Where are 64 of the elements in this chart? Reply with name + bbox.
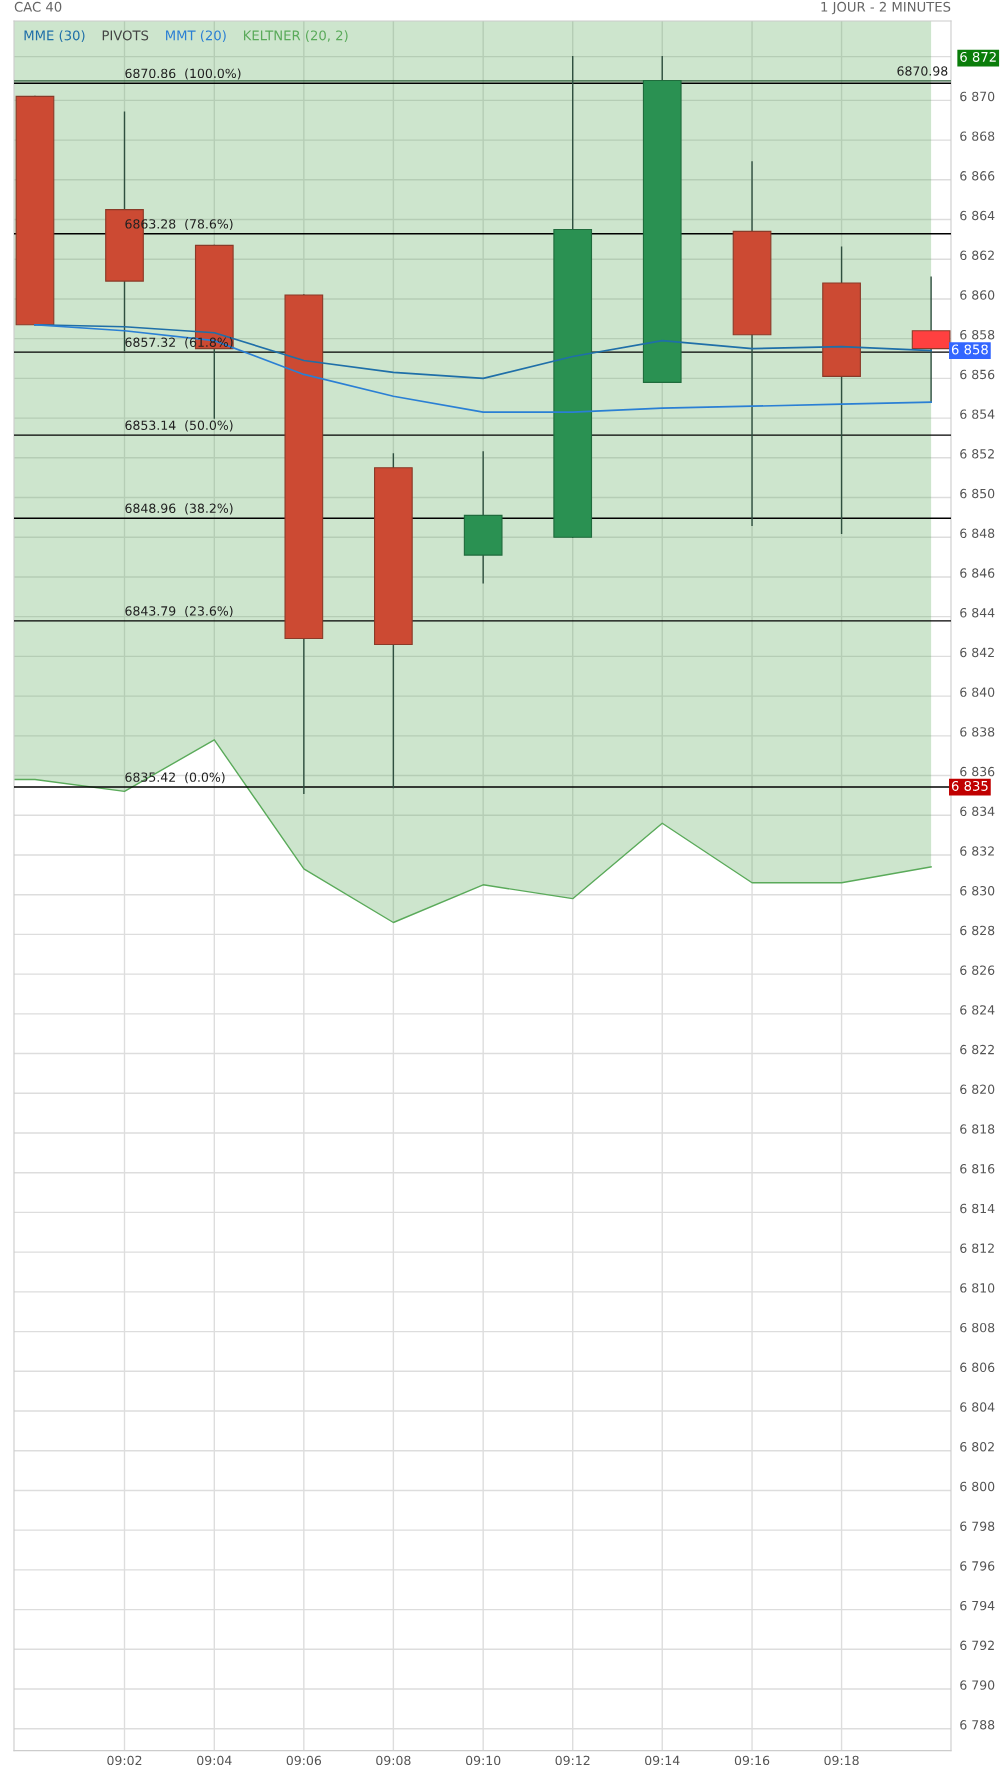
y-tick-label: 6 830 xyxy=(960,886,995,896)
y-tick-label: 6 834 xyxy=(960,806,995,817)
y-tick-label: 6 868 xyxy=(960,131,995,141)
ref-line-label: 6870.98 xyxy=(897,66,948,76)
y-tick-label: 6 800 xyxy=(960,1481,995,1492)
y-tick-label: 6 844 xyxy=(960,607,995,618)
y-tick-label: 6 818 xyxy=(960,1124,995,1134)
x-tick-label: 09:02 xyxy=(107,1755,142,1766)
y-tick-label: 6 816 xyxy=(960,1164,995,1174)
y-tick-label: 6 810 xyxy=(960,1283,995,1293)
y-tick-label: 6 848 xyxy=(960,528,995,539)
y-tick-label: 6 794 xyxy=(960,1600,995,1611)
y-tick-label: 6 852 xyxy=(960,449,994,459)
ref-line-label: 6843.79 (23.6%) xyxy=(125,605,233,618)
ref-line-label: 6870.86 (100.0%) xyxy=(125,68,241,80)
text: MME (30) xyxy=(24,30,85,42)
x-tick-label: 09:18 xyxy=(824,1755,859,1766)
y-tick-label: 6 804 xyxy=(960,1402,995,1412)
y-tick-label: 6 842 xyxy=(960,647,994,658)
annotation: PIVOTS xyxy=(102,30,149,41)
x-tick-label: 09:08 xyxy=(376,1755,411,1766)
x-tick-label: 09:04 xyxy=(197,1755,232,1766)
y-tick-label: 6 864 xyxy=(960,210,995,221)
y-tick-label: 6 802 xyxy=(960,1442,994,1452)
text: MMT (20) xyxy=(166,30,226,42)
y-tick-label: 6 792 xyxy=(960,1640,994,1651)
x-tick-label: 09:10 xyxy=(465,1755,501,1766)
chart-title: CAC 40 xyxy=(14,1,62,12)
y-tick-label: 6 808 xyxy=(960,1322,995,1333)
annotation: 6 835 xyxy=(951,780,988,791)
y-tick-label: 6 798 xyxy=(960,1521,995,1531)
y-tick-label: 6 866 xyxy=(960,171,995,181)
x-tick-label: 09:12 xyxy=(555,1755,590,1766)
y-tick-label: 6 824 xyxy=(960,1005,995,1015)
y-tick-label: 6 814 xyxy=(960,1203,995,1214)
y-tick-label: 6 872 xyxy=(960,51,996,62)
chart-subtitle: 1 JOUR - 2 MINUTES xyxy=(821,1,951,15)
x-tick-label: 09:06 xyxy=(286,1755,322,1766)
y-tick-label: 6 820 xyxy=(960,1084,995,1095)
y-tick-label: 6 860 xyxy=(960,290,995,300)
x-tick-label: 09:14 xyxy=(645,1755,680,1766)
y-tick-label: 6 870 xyxy=(960,91,995,102)
y-tick-label: 6 796 xyxy=(960,1561,995,1571)
y-tick-label: 6 836 xyxy=(960,766,995,777)
x-tick-label: 09:16 xyxy=(734,1755,770,1766)
y-tick-label: 6 838 xyxy=(960,727,995,737)
y-tick-label: 6 828 xyxy=(960,925,995,936)
y-tick-label: 6 788 xyxy=(960,1720,995,1730)
y-tick-label: 6 806 xyxy=(960,1362,995,1373)
y-tick-label: 6 812 xyxy=(960,1243,994,1253)
y-tick-label: 6 822 xyxy=(960,1044,994,1055)
y-tick-label: 6 840 xyxy=(960,687,995,697)
y-tick-label: 6 854 xyxy=(960,409,995,419)
y-tick-label: 6 846 xyxy=(960,568,995,578)
y-tick-label: 6 862 xyxy=(960,250,994,260)
y-tick-label: 6 856 xyxy=(960,369,995,380)
y-tick-label: 6 858 xyxy=(960,329,995,340)
y-tick-label: 6 832 xyxy=(960,846,994,856)
y-tick-label: 6 790 xyxy=(960,1680,995,1690)
ref-line-label: 6848.96 (38.2%) xyxy=(125,503,233,515)
y-tick-label: 6 850 xyxy=(960,488,995,499)
series-label: KELTNER (20, 2) xyxy=(243,30,348,42)
y-tick-label: 6 826 xyxy=(960,965,995,975)
ref-line-label: 6853.14 (50.0%) xyxy=(125,420,233,432)
